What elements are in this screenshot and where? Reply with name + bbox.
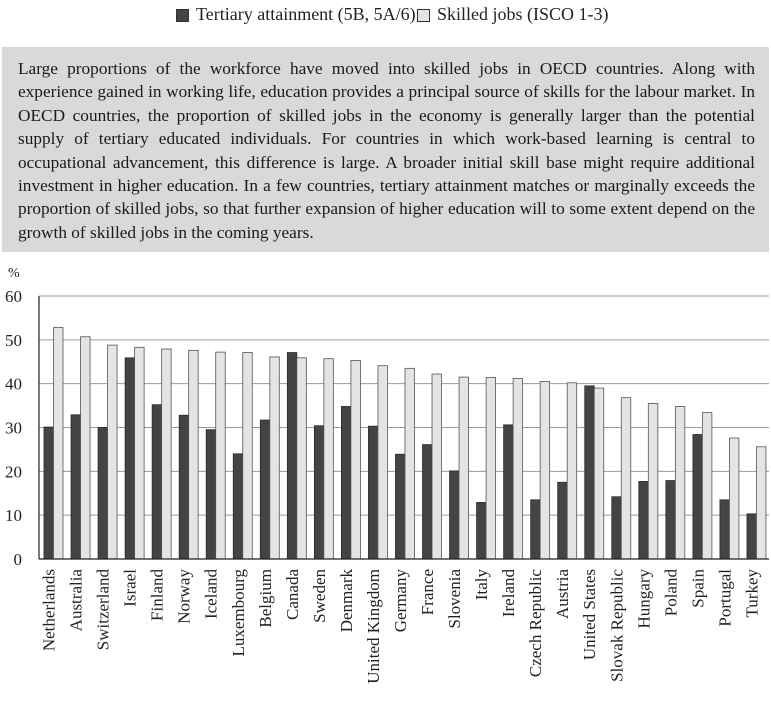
bar-tertiary-23	[665, 480, 676, 560]
bar-tertiary-15	[449, 470, 460, 560]
bar-chart: % 0 10 20 30 40 50 60 Netherlands Australia Switze…	[5, 266, 769, 684]
bar-tertiary-22	[638, 481, 649, 560]
bar-tertiary-26	[746, 513, 757, 560]
y-tick-label: 10	[5, 506, 22, 525]
bar-tertiary-10	[313, 425, 325, 560]
legend-label-skilled: Skilled jobs (ISCO 1-3)	[437, 4, 609, 24]
legend-label-tertiary: Tertiary attainment (5B, 5A/6)	[196, 4, 416, 24]
bar-skilled-3	[134, 346, 145, 560]
y-tick-label: 20	[5, 462, 22, 481]
y-tick-label: 30	[5, 419, 22, 438]
bar-skilled-2	[107, 344, 118, 560]
legend: Tertiary attainment (5B, 5A/6) Skilled j…	[0, 4, 771, 30]
bar-skilled-10	[323, 358, 334, 560]
x-tick-label: Turkey	[742, 569, 761, 618]
x-tick-label: Spain	[688, 569, 707, 608]
bar-tertiary-18	[530, 499, 541, 560]
bar-skilled-7	[242, 352, 253, 560]
x-tick-label: Portugal	[715, 569, 734, 627]
y-tick-label: 0	[14, 550, 23, 569]
x-tick-label: Israel	[121, 569, 140, 607]
x-tick-label: Finland	[148, 569, 167, 621]
x-tick-label: Norway	[175, 569, 194, 624]
x-tick-label: United States	[580, 569, 599, 660]
bar-tertiary-11	[341, 406, 352, 560]
explanatory-note: Large proportions of the workforce have …	[2, 47, 769, 252]
bar-tertiary-13	[395, 453, 406, 560]
bar-skilled-23	[674, 406, 686, 560]
x-tick-label: United Kingdom	[364, 569, 383, 684]
bar-tertiary-17	[503, 424, 514, 560]
bar-skilled-15	[458, 376, 469, 560]
x-tick-label: Germany	[391, 569, 410, 633]
bar-skilled-1	[80, 336, 91, 560]
y-tick-label: 40	[5, 375, 22, 394]
bar-skilled-17	[512, 378, 524, 560]
bar-tertiary-16	[476, 502, 487, 560]
x-tick-label: Belgium	[256, 569, 275, 628]
x-tick-label: Australia	[67, 569, 86, 632]
bar-skilled-26	[756, 446, 767, 560]
bar-skilled-12	[377, 365, 388, 560]
bar-tertiary-20	[584, 385, 595, 560]
x-tick-label: Slovenia	[445, 569, 464, 629]
bar-tertiary-1	[70, 414, 81, 560]
bar-skilled-20	[593, 387, 605, 560]
x-tick-label: Switzerland	[94, 569, 113, 651]
bar-tertiary-25	[719, 499, 730, 560]
bar-skilled-22	[647, 402, 659, 560]
legend-swatch-skilled	[417, 9, 430, 22]
x-tick-label: Ireland	[499, 569, 518, 618]
bar-skilled-16	[485, 377, 496, 560]
bar-tertiary-8	[259, 419, 271, 560]
y-axis-label: %	[8, 266, 20, 281]
bar-skilled-24	[701, 412, 713, 560]
bar-skilled-6	[215, 351, 226, 560]
y-tick-label: 50	[5, 331, 22, 350]
x-tick-label: Iceland	[202, 569, 221, 620]
bar-skilled-18	[539, 381, 551, 560]
bar-skilled-4	[161, 348, 172, 560]
bar-tertiary-24	[692, 434, 703, 560]
bar-skilled-14	[431, 373, 442, 560]
bar-tertiary-2	[97, 427, 108, 560]
x-tick-label: Hungary	[634, 569, 653, 629]
y-tick-label: 60	[5, 287, 22, 306]
bar-tertiary-3	[124, 357, 136, 560]
bar-skilled-11	[350, 360, 361, 560]
x-tick-label: Austria	[553, 569, 572, 620]
bar-tertiary-5	[178, 414, 190, 560]
bar-skilled-5	[188, 349, 199, 560]
bar-skilled-8	[269, 356, 280, 560]
bar-tertiary-4	[151, 404, 163, 560]
x-tick-label: Denmark	[337, 569, 356, 633]
x-tick-label: Poland	[661, 569, 680, 617]
bar-tertiary-0	[43, 426, 54, 560]
bar-skilled-25	[729, 437, 740, 560]
bar-tertiary-9	[286, 352, 298, 560]
bar-tertiary-14	[422, 444, 433, 560]
bar-skilled-9	[296, 357, 307, 560]
x-tick-label: France	[418, 569, 437, 615]
bar-skilled-21	[620, 397, 632, 560]
bar-skilled-19	[566, 382, 578, 560]
bar-skilled-0	[53, 327, 64, 560]
bar-tertiary-7	[232, 453, 244, 560]
bar-tertiary-6	[205, 429, 217, 560]
bar-tertiary-19	[557, 481, 568, 560]
bar-skilled-13	[404, 367, 415, 560]
x-tick-label: Canada	[283, 569, 302, 620]
x-tick-label: Sweden	[310, 569, 329, 623]
bar-tertiary-21	[611, 496, 622, 560]
x-tick-label: Netherlands	[40, 569, 59, 651]
legend-swatch-tertiary	[176, 9, 189, 22]
x-tick-label: Luxembourg	[229, 569, 248, 657]
bar-tertiary-12	[368, 425, 379, 560]
x-tick-label: Czech Republic	[526, 569, 545, 678]
x-tick-label: Italy	[472, 569, 491, 601]
x-tick-label: Slovak Republic	[607, 569, 626, 682]
